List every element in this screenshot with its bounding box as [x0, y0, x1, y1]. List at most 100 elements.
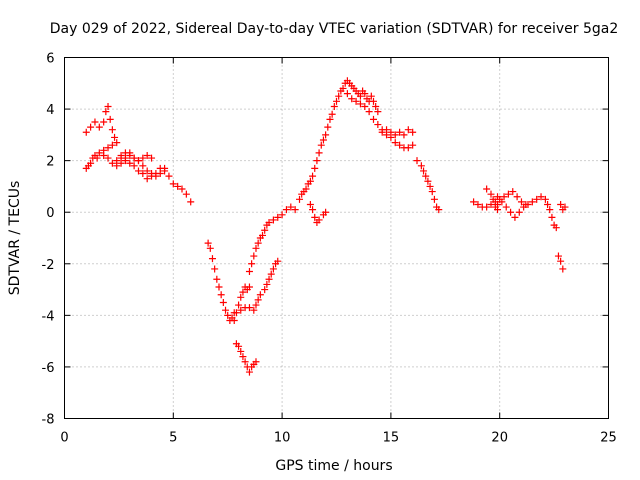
data-point	[528, 198, 536, 206]
y-tick-label: 2	[46, 155, 54, 170]
data-point	[174, 182, 182, 190]
data-point	[139, 170, 147, 178]
data-point	[396, 141, 404, 149]
data-point	[256, 291, 264, 299]
series-arc-14	[413, 157, 443, 214]
data-point	[333, 97, 340, 105]
data-point	[165, 172, 173, 180]
data-point	[313, 157, 321, 165]
data-point	[322, 208, 330, 216]
series-arc-05	[204, 239, 238, 325]
data-point	[95, 149, 103, 157]
data-point	[265, 219, 273, 227]
data-point	[348, 95, 356, 103]
data-point	[509, 188, 517, 196]
data-point	[287, 203, 295, 211]
data-point	[504, 190, 512, 198]
data-point	[139, 162, 147, 170]
data-point	[404, 126, 412, 134]
data-point	[404, 144, 412, 152]
data-point	[245, 304, 253, 312]
data-point	[387, 128, 395, 136]
x-tick-label: 0	[60, 431, 68, 446]
data-point	[552, 224, 560, 232]
data-point	[239, 353, 247, 361]
data-point	[502, 203, 510, 211]
data-point	[315, 149, 323, 157]
data-point	[278, 211, 286, 219]
series-arc-17	[494, 193, 560, 232]
data-point	[82, 128, 90, 136]
data-point	[230, 317, 238, 325]
data-point	[261, 226, 269, 234]
x-tick-label: 25	[600, 431, 617, 446]
data-point	[95, 123, 103, 131]
series-arc-10	[296, 77, 382, 203]
x-axis-label: GPS time / hours	[275, 458, 392, 474]
data-point	[361, 90, 369, 98]
grid	[64, 57, 609, 419]
data-point	[559, 265, 567, 273]
data-point	[330, 102, 338, 110]
data-point	[93, 154, 101, 162]
series-arc-08	[237, 257, 282, 314]
data-point	[474, 200, 482, 208]
data-point	[487, 200, 495, 208]
data-point	[235, 342, 243, 350]
data-point	[374, 121, 382, 129]
data-point	[557, 257, 565, 265]
data-point	[500, 193, 508, 201]
data-point	[143, 175, 151, 183]
data-point	[361, 102, 369, 110]
series-arc-04	[113, 149, 156, 165]
data-point	[374, 108, 382, 116]
data-point	[241, 358, 249, 366]
series-arc-06	[230, 283, 253, 325]
data-point	[252, 244, 260, 252]
data-point	[217, 291, 225, 299]
data-point	[365, 108, 373, 116]
data-point	[113, 157, 121, 165]
data-point	[378, 128, 386, 136]
data-point	[108, 159, 116, 167]
data-point	[430, 195, 438, 203]
data-point	[326, 115, 334, 123]
data-point	[87, 123, 95, 131]
data-point	[254, 296, 262, 304]
data-point	[111, 133, 119, 141]
data-point	[245, 368, 253, 376]
series-arc-18	[554, 252, 567, 273]
data-point	[235, 301, 243, 309]
data-point	[134, 167, 142, 175]
data-point	[219, 298, 227, 306]
data-point	[130, 162, 138, 170]
data-point	[554, 252, 562, 260]
data-point	[248, 260, 256, 268]
x-tick-label: 10	[274, 431, 291, 446]
data-point	[208, 255, 216, 263]
data-point	[245, 283, 253, 291]
data-point	[309, 206, 317, 214]
data-point	[126, 149, 134, 157]
data-point	[311, 164, 319, 172]
data-point	[206, 244, 214, 252]
series-arc-07	[232, 340, 260, 376]
data-point	[422, 172, 430, 180]
data-point	[254, 239, 262, 247]
data-point	[409, 128, 417, 136]
data-point	[541, 195, 549, 203]
series-arc-12	[343, 90, 417, 152]
y-tick-label: 4	[46, 103, 54, 118]
data-point	[113, 139, 121, 147]
data-point	[302, 185, 310, 193]
data-point	[537, 193, 545, 201]
data-point	[100, 118, 108, 126]
data-point	[383, 126, 391, 134]
data-point	[91, 118, 99, 126]
data-point	[400, 131, 408, 139]
data-point	[483, 203, 491, 211]
data-point	[130, 154, 138, 162]
data-point	[117, 151, 125, 159]
data-point	[204, 239, 212, 247]
